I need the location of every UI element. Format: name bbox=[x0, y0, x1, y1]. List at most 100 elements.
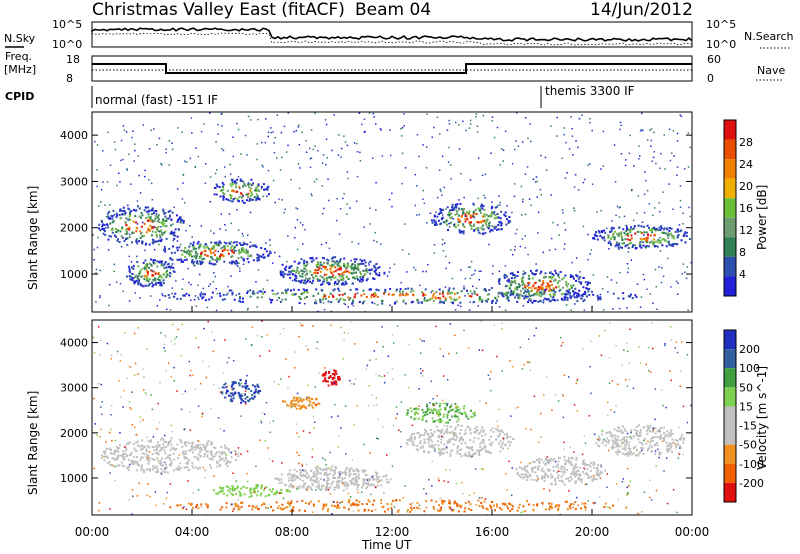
velocity-cell bbox=[215, 492, 218, 495]
power-cell bbox=[372, 112, 374, 115]
power-cell bbox=[426, 146, 428, 148]
power-cell bbox=[430, 291, 432, 294]
power-cell bbox=[291, 279, 294, 282]
velocity-cell bbox=[136, 463, 139, 466]
velocity-cell bbox=[203, 453, 206, 456]
velocity-cell bbox=[414, 417, 417, 420]
power-cell bbox=[552, 221, 554, 224]
power-cell bbox=[231, 251, 234, 254]
power-cell bbox=[283, 273, 286, 275]
power-cell bbox=[298, 187, 301, 189]
power-cell bbox=[312, 276, 314, 279]
power-cell bbox=[458, 124, 460, 126]
velocity-cell bbox=[237, 455, 240, 458]
power-cell bbox=[573, 186, 576, 188]
power-cell bbox=[662, 275, 665, 278]
power-cell bbox=[311, 282, 314, 285]
power-cell bbox=[404, 288, 407, 290]
power-cell bbox=[197, 240, 200, 243]
velocity-cell bbox=[186, 462, 189, 465]
velocity-cell bbox=[612, 443, 614, 446]
power-cell bbox=[341, 275, 344, 278]
velocity-cell bbox=[325, 487, 328, 490]
velocity-cell bbox=[431, 417, 434, 420]
velocity-cell bbox=[458, 440, 461, 442]
velocity-cell bbox=[598, 474, 601, 477]
velocity-cell bbox=[336, 480, 339, 483]
power-cell bbox=[340, 283, 343, 286]
power-cell bbox=[448, 287, 451, 290]
power-cell bbox=[311, 194, 313, 197]
power-cell bbox=[122, 125, 125, 127]
power-cell bbox=[434, 222, 437, 224]
velocity-cell bbox=[477, 437, 480, 440]
power-cell bbox=[230, 222, 232, 225]
velocity-cell bbox=[160, 468, 163, 471]
power-cell bbox=[245, 248, 247, 251]
power-cell bbox=[332, 296, 335, 298]
power-cell bbox=[607, 236, 610, 239]
power-cell bbox=[221, 181, 224, 184]
velocity-cell bbox=[651, 440, 654, 442]
power-cell bbox=[253, 292, 256, 295]
velocity-cell bbox=[656, 436, 659, 438]
power-cell bbox=[177, 127, 179, 129]
velocity-cell bbox=[558, 456, 560, 459]
power-cell bbox=[132, 265, 135, 268]
velocity-cell bbox=[547, 460, 550, 463]
power-cell bbox=[126, 231, 128, 233]
power-cell bbox=[627, 251, 630, 253]
power-cell bbox=[151, 207, 154, 210]
velocity-cell bbox=[376, 484, 379, 487]
velocity-cell bbox=[416, 432, 419, 435]
power-cell bbox=[176, 240, 179, 242]
power-cell bbox=[488, 243, 490, 246]
power-cell bbox=[589, 118, 591, 120]
power-cell bbox=[289, 266, 292, 269]
power-cell bbox=[357, 278, 359, 281]
power-cell bbox=[356, 292, 359, 294]
power-cell bbox=[244, 134, 247, 137]
power-cell bbox=[154, 209, 157, 212]
velocity-panel-background bbox=[92, 320, 692, 515]
power-cell bbox=[544, 289, 547, 291]
power-cell bbox=[646, 241, 649, 244]
power-cell bbox=[230, 289, 233, 292]
velocity-cell bbox=[324, 489, 327, 492]
power-cell bbox=[432, 294, 435, 297]
velocity-cell bbox=[354, 479, 357, 482]
velocity-cell bbox=[548, 508, 551, 511]
power-cell bbox=[319, 264, 322, 267]
power-cell bbox=[238, 300, 241, 303]
power-cell bbox=[618, 307, 621, 310]
velocity-cell bbox=[342, 489, 345, 492]
velocity-cell bbox=[428, 451, 431, 453]
velocity-cell bbox=[254, 388, 257, 391]
power-cell bbox=[329, 270, 332, 273]
power-cell bbox=[151, 227, 154, 229]
power-cell bbox=[577, 277, 580, 280]
power-cell bbox=[95, 301, 97, 303]
velocity-cell bbox=[231, 392, 234, 395]
velocity-cell bbox=[312, 475, 314, 478]
velocity-cell bbox=[154, 451, 157, 454]
velocity-cell bbox=[231, 384, 234, 387]
power-cell bbox=[281, 273, 284, 276]
power-cell bbox=[324, 266, 327, 268]
velocity-cell bbox=[463, 454, 466, 457]
power-cell bbox=[260, 247, 263, 249]
power-cell bbox=[121, 213, 124, 216]
power-cell bbox=[441, 194, 443, 196]
velocity-cell bbox=[299, 472, 302, 475]
power-cell bbox=[375, 182, 377, 184]
power-cell bbox=[177, 228, 180, 231]
power-cell bbox=[281, 199, 283, 201]
power-cell bbox=[235, 181, 238, 184]
velocity-cell bbox=[195, 456, 198, 459]
power-cell bbox=[374, 266, 377, 269]
power-cell bbox=[322, 302, 325, 304]
velocity-cell bbox=[185, 466, 188, 469]
velocity-cell bbox=[159, 459, 162, 462]
velocity-cell bbox=[334, 371, 337, 374]
power-cell bbox=[280, 131, 283, 134]
